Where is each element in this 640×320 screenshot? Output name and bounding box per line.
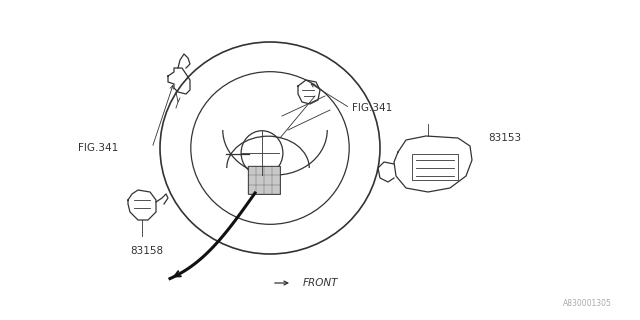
Text: FIG.341: FIG.341 — [77, 143, 118, 153]
Text: 83153: 83153 — [488, 133, 521, 143]
FancyBboxPatch shape — [248, 166, 280, 194]
Text: A830001305: A830001305 — [563, 299, 612, 308]
FancyBboxPatch shape — [412, 154, 458, 180]
Text: FRONT: FRONT — [303, 278, 339, 288]
Text: 83158: 83158 — [131, 246, 164, 256]
Text: FIG.341: FIG.341 — [352, 103, 392, 113]
